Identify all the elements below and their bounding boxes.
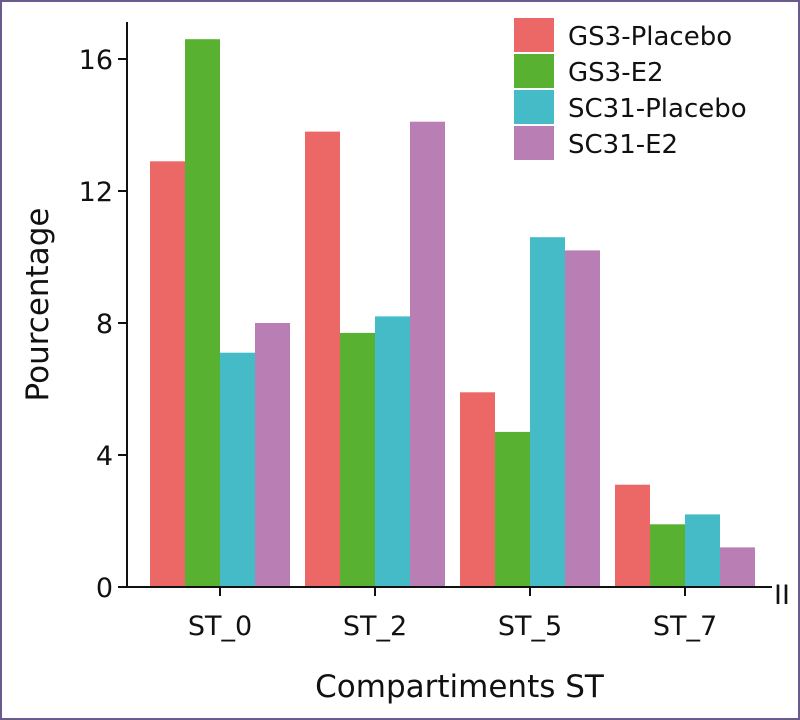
legend-swatch-gs3-placebo xyxy=(514,18,554,52)
y-axis-ticks: 0 4 8 12 16 xyxy=(79,45,127,604)
corner-mark: II xyxy=(774,580,790,611)
bar-gs3-placebo-st-2 xyxy=(305,131,340,587)
legend-label-gs3-placebo: GS3-Placebo xyxy=(568,22,732,52)
x-tick-label-st-5: ST_5 xyxy=(498,611,562,642)
x-axis-ticks: ST_0 ST_2 ST_5 ST_7 xyxy=(188,587,717,642)
legend-label-sc31-e2: SC31-E2 xyxy=(568,130,678,160)
bar-sc31-placebo-st-0 xyxy=(220,352,255,587)
x-tick-label-st-0: ST_0 xyxy=(188,611,252,642)
x-tick-label-st-2: ST_2 xyxy=(343,611,407,642)
bar-sc31-e2-st-5 xyxy=(565,250,600,587)
bar-sc31-placebo-st-2 xyxy=(375,316,410,587)
bar-gs3-placebo-st-0 xyxy=(150,161,185,588)
bar-sc31-e2-st-7 xyxy=(720,547,755,587)
axes-layer xyxy=(126,22,772,588)
bar-gs3-e2-st-2 xyxy=(340,332,375,587)
legend-swatch-gs3-e2 xyxy=(514,54,554,88)
y-tick-label-16: 16 xyxy=(79,45,113,76)
bar-gs3-placebo-st-7 xyxy=(615,484,650,587)
legend-swatch-sc31-e2 xyxy=(514,126,554,160)
x-tick-label-st-7: ST_7 xyxy=(653,611,717,642)
bar-gs3-placebo-st-5 xyxy=(460,392,495,587)
y-tick-label-8: 8 xyxy=(96,309,113,340)
x-axis-title: Compartiments ST xyxy=(315,669,605,705)
legend-swatch-sc31-placebo xyxy=(514,90,554,124)
bar-sc31-e2-st-0 xyxy=(255,323,290,587)
bar-sc31-placebo-st-7 xyxy=(685,514,720,587)
bar-gs3-e2-st-5 xyxy=(495,431,530,587)
bar-gs3-e2-st-0 xyxy=(185,39,220,587)
bars-layer xyxy=(150,39,755,588)
legend-label-sc31-placebo: SC31-Placebo xyxy=(568,94,747,124)
bar-gs3-e2-st-7 xyxy=(650,524,685,587)
y-tick-label-0: 0 xyxy=(96,573,113,604)
legend-label-gs3-e2: GS3-E2 xyxy=(568,58,664,88)
bar-sc31-placebo-st-5 xyxy=(530,237,565,587)
legend: GS3-Placebo GS3-E2 SC31-Placebo SC31-E2 xyxy=(514,18,747,160)
y-tick-label-4: 4 xyxy=(96,441,113,472)
bar-sc31-e2-st-2 xyxy=(410,121,445,587)
y-axis-title: Pourcentage xyxy=(20,208,56,402)
y-tick-label-12: 12 xyxy=(79,177,113,208)
